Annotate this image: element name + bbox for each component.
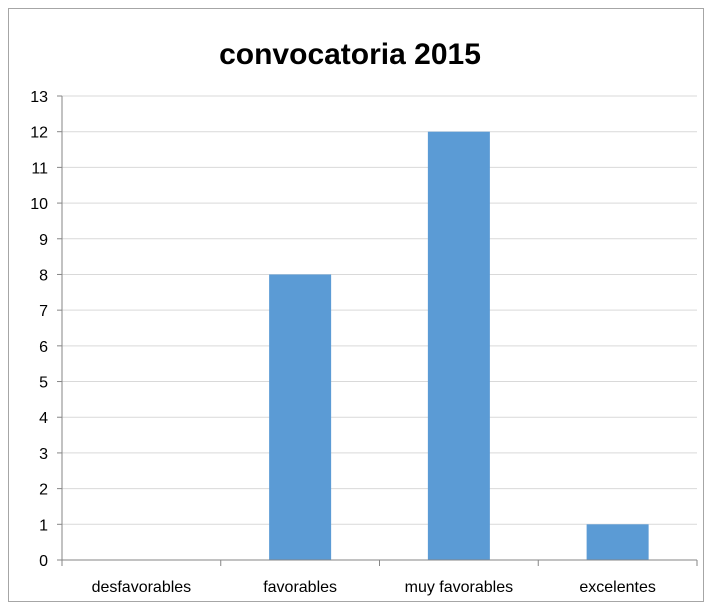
bar [427, 131, 490, 560]
x-tick-label: excelentes [579, 579, 656, 596]
y-tick-label: 7 [39, 303, 48, 320]
x-tick-label: desfavorables [92, 579, 192, 596]
y-tick-label: 8 [39, 267, 48, 284]
x-tick-label: muy favorables [405, 579, 514, 596]
y-tick-label: 6 [39, 339, 48, 356]
y-tick-label: 0 [39, 553, 48, 570]
y-tick-label: 2 [39, 482, 48, 499]
x-tick-label: favorables [263, 579, 337, 596]
axes [57, 95, 698, 566]
gridlines [62, 95, 697, 525]
bar [586, 524, 649, 560]
y-tick-label: 4 [39, 410, 48, 427]
y-tick-label: 11 [31, 160, 48, 177]
y-tick-label: 5 [39, 375, 48, 392]
y-tick-label: 3 [39, 446, 48, 463]
y-tick-label: 10 [30, 196, 48, 213]
bars [269, 131, 649, 560]
y-tick-label: 13 [30, 89, 48, 106]
x-tick-labels: desfavorables favorables muy favorables exc… [92, 579, 656, 596]
y-tick-label: 1 [39, 517, 48, 534]
chart-frame [8, 8, 704, 602]
chart-title: convocatoria 2015 [219, 38, 481, 71]
y-tick-label: 9 [39, 232, 48, 249]
y-tick-label: 12 [30, 125, 48, 142]
bar [269, 274, 332, 560]
